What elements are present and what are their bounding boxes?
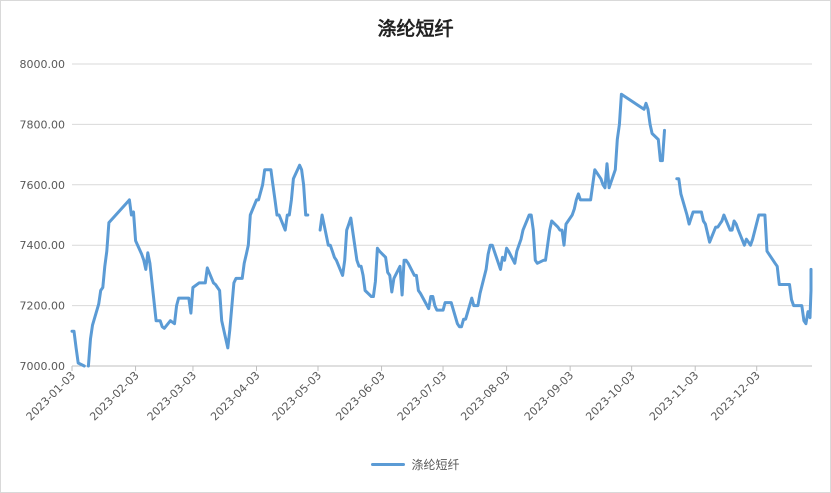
x-tick-label: 2023-01-03 <box>24 369 78 423</box>
x-tick-label: 2023-05-03 <box>270 369 324 423</box>
x-tick-label: 2023-04-03 <box>208 369 262 423</box>
y-tick-label: 7000.00 <box>20 360 66 373</box>
legend-label: 涤纶短纤 <box>411 458 460 472</box>
chart-title: 涤纶短纤 <box>377 18 454 40</box>
y-tick-label: 7400.00 <box>20 239 66 252</box>
x-tick-label: 2023-12-03 <box>708 369 762 423</box>
gridlines <box>72 63 812 367</box>
x-tick-label: 2023-11-03 <box>647 369 701 423</box>
x-tick-label: 2023-08-03 <box>458 369 512 423</box>
legend: 涤纶短纤 <box>0 456 831 473</box>
y-axis-ticks: 8000.00 7800.00 7600.00 7400.00 7200.00 7000.… <box>20 58 66 373</box>
y-tick-label: 7600.00 <box>20 179 66 192</box>
x-tick-label: 2023-10-03 <box>583 369 637 423</box>
y-tick-label: 8000.00 <box>20 58 66 71</box>
x-tick-label: 2023-03-03 <box>145 369 199 423</box>
series-line <box>70 92 813 368</box>
x-tick-label: 2023-02-03 <box>87 369 141 423</box>
x-axis-ticks: 2023-01-03 2023-02-03 2023-03-03 2023-04-03… <box>24 366 763 423</box>
y-tick-label: 7800.00 <box>20 118 66 131</box>
legend-swatch <box>371 463 406 466</box>
x-tick-label: 2023-09-03 <box>522 369 576 423</box>
x-tick-label: 2023-07-03 <box>395 369 449 423</box>
x-tick-label: 2023-06-03 <box>333 369 387 423</box>
series-layer <box>70 92 813 368</box>
y-tick-label: 7200.00 <box>20 300 66 313</box>
